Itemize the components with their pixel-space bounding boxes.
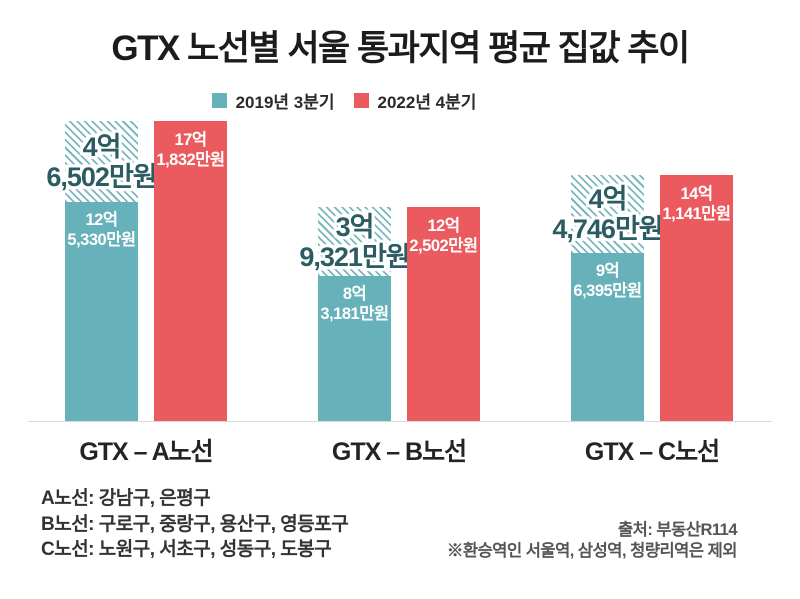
legend-item-2019: 2019년 3분기	[211, 88, 335, 113]
exclusion-note: ※환승역인 서울역, 삼성역, 청량리역은 제외	[446, 541, 738, 560]
bar-2019-value-gtx-c-line: 6,395만원	[573, 282, 642, 300]
bar-2022-value-gtx-a: 17억 1,832만원	[154, 121, 227, 170]
bar-2022-gtx-c: 14억 1,141만원	[660, 175, 733, 421]
bar-2022-value-gtx-c: 14억 1,141만원	[660, 175, 733, 224]
increase-value-gtx-c-line: 4억	[588, 184, 628, 214]
line-district-notes: A노선: 강남구, 은평구 B노선: 구로구, 중랑구, 용산구, 영등포구 C…	[41, 486, 349, 563]
increase-value-gtx-b: 3억 9,321만원	[299, 211, 410, 272]
bar-2019-gtx-b: 8억 3,181만원	[318, 207, 391, 421]
bar-2019-value-gtx-b: 8억 3,181만원	[318, 276, 391, 324]
x-axis-label-gtx-c: GTX – C노선	[584, 438, 720, 466]
increase-value-gtx-c-line: 4,746만원	[552, 214, 663, 244]
bar-2022-value-gtx-a-line: 17억	[174, 131, 207, 149]
increase-value-gtx-a-line: 4억	[82, 131, 122, 162]
note-line-a: A노선: 강남구, 은평구	[41, 488, 211, 509]
bar-2022-value-gtx-c-line: 14억	[680, 185, 713, 203]
bar-2022-value-gtx-a-line: 1,832만원	[156, 151, 225, 169]
x-axis-line	[28, 421, 772, 422]
bar-2019-solid-gtx-c: 9억 6,395만원	[571, 253, 644, 421]
legend-swatch-2022-icon	[353, 93, 369, 108]
legend-item-2022: 2022년 4분기	[353, 88, 477, 113]
legend-label-2022: 2022년 4분기	[377, 93, 477, 112]
note-line-c: C노선: 노원구, 서초구, 성동구, 도봉구	[41, 539, 332, 560]
increase-value-gtx-c: 4억 4,746만원	[552, 184, 663, 244]
legend: 2019년 3분기 2022년 4분기	[0, 88, 744, 113]
bar-2019-value-gtx-c: 9억 6,395만원	[571, 253, 644, 301]
bar-2019-solid-gtx-b: 8억 3,181만원	[318, 276, 391, 421]
x-axis-label-gtx-a: GTX – A노선	[79, 438, 213, 466]
bar-2022-value-gtx-b-line: 12억	[427, 217, 460, 235]
legend-swatch-2019-icon	[211, 93, 227, 108]
note-line-b: B노선: 구로구, 중랑구, 용산구, 영등포구	[41, 513, 349, 535]
bar-2019-value-gtx-a: 12억 5,330만원	[65, 202, 138, 250]
bar-2022-value-gtx-b-line: 2,502만원	[409, 237, 478, 255]
bar-2019-value-gtx-a-line: 12억	[85, 211, 118, 229]
bar-2022-gtx-b: 12억 2,502만원	[407, 207, 480, 421]
source-text: 출처: 부동산R114	[617, 521, 738, 539]
increase-value-gtx-a: 4억 6,502만원	[46, 131, 157, 192]
bar-2019-value-gtx-a-line: 5,330만원	[67, 231, 136, 249]
increase-hatch-gtx-b	[318, 207, 391, 276]
bar-2022-value-gtx-b: 12억 2,502만원	[407, 207, 480, 256]
chart-title: GTX 노선별 서울 통과지역 평균 집값 추이	[111, 29, 690, 68]
bar-2019-value-gtx-b-line: 8억	[342, 285, 367, 303]
increase-value-gtx-b-line: 9,321만원	[299, 241, 410, 272]
bar-2019-gtx-a: 12억 5,330만원	[65, 121, 138, 421]
bar-2019-solid-gtx-a: 12억 5,330만원	[65, 202, 138, 421]
bar-2022-value-gtx-c-line: 1,141만원	[662, 205, 731, 223]
legend-label-2019: 2019년 3분기	[235, 93, 335, 112]
bar-2019-value-gtx-c-line: 9억	[595, 262, 620, 280]
increase-value-gtx-a-line: 6,502만원	[46, 161, 157, 192]
bar-2022-gtx-a: 17억 1,832만원	[154, 121, 227, 421]
bar-2019-value-gtx-b-line: 3,181만원	[320, 305, 389, 323]
bar-2019-gtx-c: 9억 6,395만원	[571, 175, 644, 421]
x-axis-label-gtx-b: GTX – B노선	[331, 438, 467, 466]
increase-hatch-gtx-c	[571, 175, 644, 253]
increase-value-gtx-b-line: 3억	[335, 211, 375, 242]
source-block: 출처: 부동산R114 ※환승역인 서울역, 삼성역, 청량리역은 제외	[446, 520, 738, 561]
increase-hatch-gtx-a	[65, 121, 138, 202]
